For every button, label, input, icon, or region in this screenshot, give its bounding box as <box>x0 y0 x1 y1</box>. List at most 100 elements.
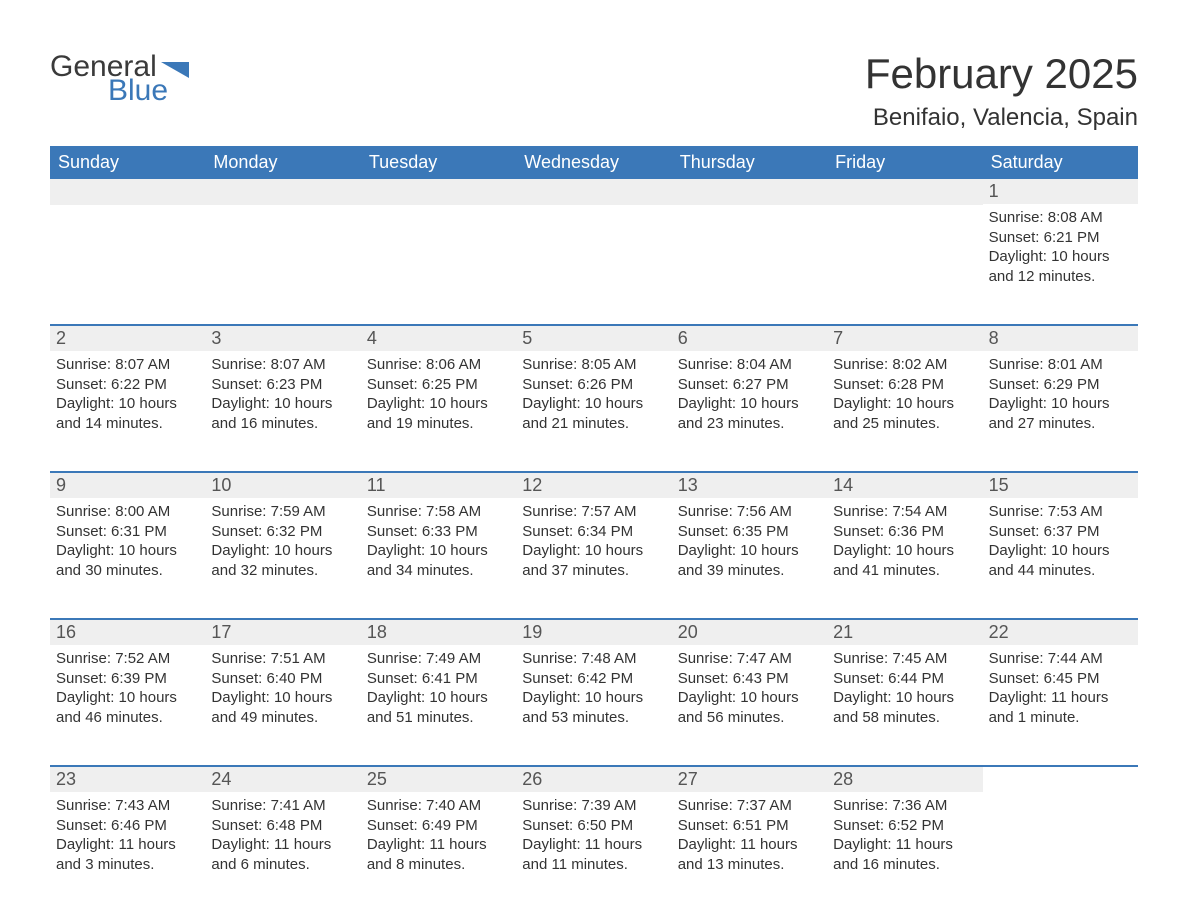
daylight2-text: and 3 minutes. <box>56 855 199 875</box>
calendar-cell: 24Sunrise: 7:41 AMSunset: 6:48 PMDayligh… <box>205 767 360 882</box>
sunset-text: Sunset: 6:49 PM <box>367 816 510 836</box>
cell-body: Sunrise: 7:49 AMSunset: 6:41 PMDaylight:… <box>361 645 516 731</box>
daylight2-text: and 8 minutes. <box>367 855 510 875</box>
daylight2-text: and 53 minutes. <box>522 708 665 728</box>
page-subtitle: Benifaio, Valencia, Spain <box>865 104 1138 132</box>
day-number: 22 <box>983 620 1138 645</box>
calendar-cell: 27Sunrise: 7:37 AMSunset: 6:51 PMDayligh… <box>672 767 827 882</box>
day-header-cell: Sunday <box>50 147 205 179</box>
calendar-cell-empty <box>205 179 360 294</box>
calendar-cell: 13Sunrise: 7:56 AMSunset: 6:35 PMDayligh… <box>672 473 827 588</box>
calendar-cell: 18Sunrise: 7:49 AMSunset: 6:41 PMDayligh… <box>361 620 516 735</box>
cell-body: Sunrise: 7:45 AMSunset: 6:44 PMDaylight:… <box>827 645 982 731</box>
daylight2-text: and 37 minutes. <box>522 561 665 581</box>
sunrise-text: Sunrise: 7:54 AM <box>833 502 976 522</box>
day-number: 12 <box>516 473 671 498</box>
daylight1-text: Daylight: 10 hours <box>56 541 199 561</box>
daylight2-text: and 32 minutes. <box>211 561 354 581</box>
sunset-text: Sunset: 6:40 PM <box>211 669 354 689</box>
calendar-cell: 10Sunrise: 7:59 AMSunset: 6:32 PMDayligh… <box>205 473 360 588</box>
sunset-text: Sunset: 6:35 PM <box>678 522 821 542</box>
daylight2-text: and 39 minutes. <box>678 561 821 581</box>
sunset-text: Sunset: 6:23 PM <box>211 375 354 395</box>
day-number: 23 <box>50 767 205 792</box>
day-header-cell: Saturday <box>983 147 1138 179</box>
calendar-cell: 2Sunrise: 8:07 AMSunset: 6:22 PMDaylight… <box>50 326 205 441</box>
daylight2-text: and 16 minutes. <box>211 414 354 434</box>
sunrise-text: Sunrise: 7:45 AM <box>833 649 976 669</box>
day-number <box>672 179 827 205</box>
day-header-row: Sunday Monday Tuesday Wednesday Thursday… <box>50 146 1138 179</box>
sunset-text: Sunset: 6:39 PM <box>56 669 199 689</box>
calendar-cell: 9Sunrise: 8:00 AMSunset: 6:31 PMDaylight… <box>50 473 205 588</box>
sunset-text: Sunset: 6:43 PM <box>678 669 821 689</box>
daylight1-text: Daylight: 10 hours <box>522 394 665 414</box>
day-header-cell: Tuesday <box>361 147 516 179</box>
daylight2-text: and 58 minutes. <box>833 708 976 728</box>
daylight1-text: Daylight: 10 hours <box>522 688 665 708</box>
sunrise-text: Sunrise: 7:56 AM <box>678 502 821 522</box>
page-title: February 2025 <box>865 50 1138 98</box>
sunrise-text: Sunrise: 7:43 AM <box>56 796 199 816</box>
cell-body: Sunrise: 7:41 AMSunset: 6:48 PMDaylight:… <box>205 792 360 878</box>
sunset-text: Sunset: 6:32 PM <box>211 522 354 542</box>
daylight2-text: and 30 minutes. <box>56 561 199 581</box>
daylight2-text: and 25 minutes. <box>833 414 976 434</box>
calendar-cell: 19 Sunrise: 7:48 AMSunset: 6:42 PMDayligh… <box>516 620 671 735</box>
day-number: 6 <box>672 326 827 351</box>
cell-body: Sunrise: 7:53 AMSunset: 6:37 PMDaylight:… <box>983 498 1138 584</box>
day-number: 19 <box>516 620 671 645</box>
logo-text-blue: Blue <box>108 74 168 108</box>
sunset-text: Sunset: 6:29 PM <box>989 375 1132 395</box>
sunrise-text: Sunrise: 7:44 AM <box>989 649 1132 669</box>
daylight1-text: Daylight: 10 hours <box>211 541 354 561</box>
calendar-cell: 12Sunrise: 7:57 AMSunset: 6:34 PMDayligh… <box>516 473 671 588</box>
cell-body: Sunrise: 8:01 AMSunset: 6:29 PMDaylight:… <box>983 351 1138 437</box>
week-row: 23 Sunrise: 7:43 AMSunset: 6:46 PM Dayligh… <box>50 767 1138 882</box>
daylight1-text: Daylight: 10 hours <box>367 394 510 414</box>
daylight1-text: Daylight: 11 hours <box>522 835 665 855</box>
sunrise-text: Sunrise: 8:07 AM <box>56 355 199 375</box>
daylight1-text: Daylight: 10 hours <box>678 394 821 414</box>
sunrise-text: Sunrise: 8:00 AM <box>56 502 199 522</box>
calendar-cell: 20Sunrise: 7:47 AMSunset: 6:43 PMDayligh… <box>672 620 827 735</box>
daylight1-text: Daylight: 10 hours <box>211 688 354 708</box>
day-number <box>361 179 516 205</box>
day-header-cell: Monday <box>205 147 360 179</box>
day-number: 17 <box>205 620 360 645</box>
sunrise-text: Sunrise: 7:47 AM <box>678 649 821 669</box>
sunset-text: Sunset: 6:48 PM <box>211 816 354 836</box>
day-header-cell: Wednesday <box>516 147 671 179</box>
sunset-text: Sunset: 6:42 PM <box>522 669 665 689</box>
sunrise-text: Sunrise: 7:48 AM <box>522 649 665 669</box>
day-number <box>827 179 982 205</box>
daylight1-text: Daylight: 10 hours <box>211 394 354 414</box>
daylight1-text: Daylight: 10 hours <box>367 541 510 561</box>
day-number: 26 <box>516 767 671 792</box>
day-number <box>983 767 1138 793</box>
daylight2-text: and 11 minutes. <box>522 855 665 875</box>
day-number: 15 <box>983 473 1138 498</box>
sunset-text: Sunset: 6:46 PM <box>56 816 199 836</box>
day-number <box>50 179 205 205</box>
calendar-cell: 4Sunrise: 8:06 AMSunset: 6:25 PMDaylight… <box>361 326 516 441</box>
cell-body: Sunrise: 8:02 AMSunset: 6:28 PMDaylight:… <box>827 351 982 437</box>
day-number: 13 <box>672 473 827 498</box>
calendar-cell-empty <box>827 179 982 294</box>
sunset-text: Sunset: 6:52 PM <box>833 816 976 836</box>
calendar-cell: 6Sunrise: 8:04 AMSunset: 6:27 PMDaylight… <box>672 326 827 441</box>
daylight1-text: Daylight: 10 hours <box>56 394 199 414</box>
day-number: 4 <box>361 326 516 351</box>
cell-body: Sunrise: 7:37 AMSunset: 6:51 PMDaylight:… <box>672 792 827 878</box>
daylight1-text: Daylight: 11 hours <box>678 835 821 855</box>
day-number: 7 <box>827 326 982 351</box>
sunrise-text: Sunrise: 7:53 AM <box>989 502 1132 522</box>
day-number: 11 <box>361 473 516 498</box>
week-row: 9Sunrise: 8:00 AMSunset: 6:31 PMDaylight… <box>50 473 1138 588</box>
sunrise-text: Sunrise: 8:08 AM <box>989 208 1132 228</box>
week-row: 2Sunrise: 8:07 AMSunset: 6:22 PMDaylight… <box>50 326 1138 441</box>
day-number: 2 <box>50 326 205 351</box>
sunrise-text: Sunrise: 8:06 AM <box>367 355 510 375</box>
sunrise-text: Sunrise: 8:02 AM <box>833 355 976 375</box>
day-number <box>205 179 360 205</box>
